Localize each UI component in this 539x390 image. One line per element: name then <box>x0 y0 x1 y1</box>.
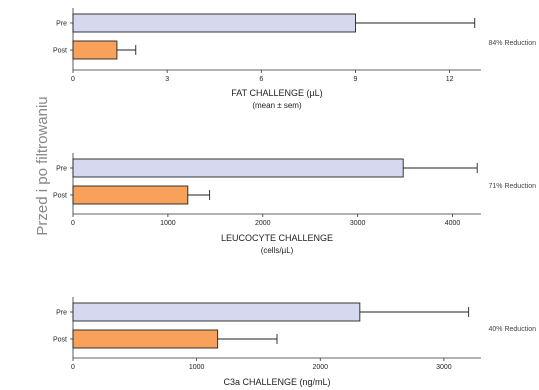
leucocyte-challenge-panel: 0 1000 2000 3000 4000 Pre Post LEUCOCYTE CHALLE… <box>53 153 536 255</box>
x-axis-subtitle: (mean ± sem) <box>252 101 302 110</box>
side-label: Przed i po filtrowaniu <box>34 96 51 235</box>
x-tick-label: 9 <box>354 76 358 83</box>
reduction-annotation: 71% Reduction <box>489 183 537 190</box>
x-tick-label: 1000 <box>189 364 205 371</box>
fat-challenge-panel: 0 3 6 9 12 Pre Post FAT CHALLENGE (µL) (mean ± s… <box>53 8 536 110</box>
x-tick-label: 6 <box>259 76 263 83</box>
x-tick-label: 0 <box>71 364 75 371</box>
x-tick-label: 2000 <box>255 220 271 227</box>
bar-pre <box>72 158 404 178</box>
x-axis-title: LEUCOCYTE CHALLENGE <box>221 233 333 243</box>
reduction-annotation: 40% Reduction <box>489 326 537 333</box>
x-tick-label: 4000 <box>445 220 461 227</box>
category-label-pre: Pre <box>56 21 67 28</box>
x-tick-label: 1000 <box>160 220 176 227</box>
reduction-annotation: 84% Reduction <box>489 40 537 47</box>
x-axis-subtitle: (cells/µL) <box>261 246 294 255</box>
x-tick-label: 12 <box>446 76 454 83</box>
category-label-pre: Pre <box>56 166 67 173</box>
category-label-post: Post <box>53 193 67 200</box>
x-tick-label: 0 <box>71 220 75 227</box>
category-label-post: Post <box>53 337 67 344</box>
bar-post <box>72 329 219 349</box>
x-tick-label: 2000 <box>312 364 328 371</box>
c3a-challenge-panel: 0 1000 2000 3000 Pre Post C3a CHALLENGE (ng/mL… <box>53 297 536 387</box>
x-axis-title: C3a CHALLENGE (ng/mL) <box>223 377 330 387</box>
bar-pre <box>72 302 361 322</box>
category-label-pre: Pre <box>56 310 67 317</box>
bar-post <box>72 40 118 60</box>
x-tick-label: 3000 <box>436 364 452 371</box>
x-tick-label: 0 <box>71 76 75 83</box>
bar-post <box>72 185 189 205</box>
x-tick-label: 3 <box>165 76 169 83</box>
x-tick-label: 3000 <box>350 220 366 227</box>
x-axis-title: FAT CHALLENGE (µL) <box>231 88 322 98</box>
category-label-post: Post <box>53 48 67 55</box>
bar-pre <box>72 13 356 33</box>
